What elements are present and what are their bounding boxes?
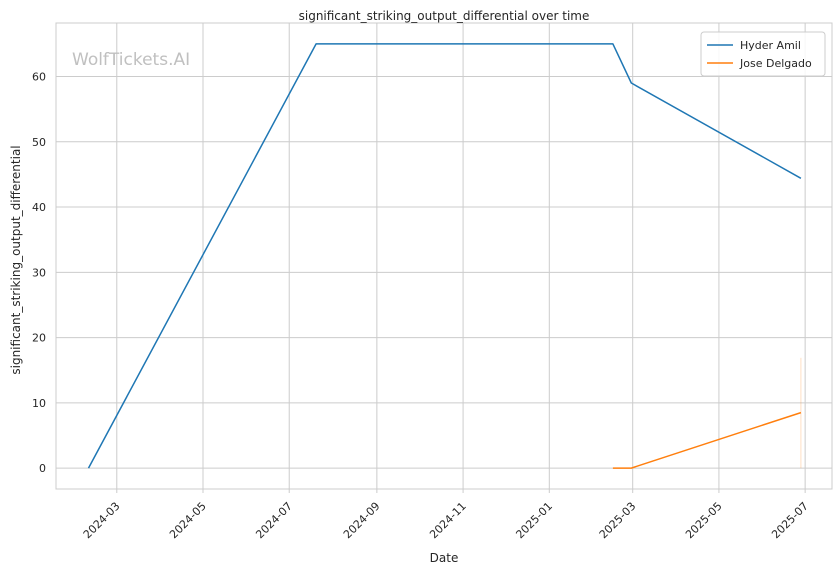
x-tick-label: 2024-05 bbox=[167, 500, 209, 542]
x-tick-label: 2024-03 bbox=[81, 500, 123, 542]
y-axis-title: significant_striking_output_differential bbox=[9, 145, 23, 374]
y-tick-label: 60 bbox=[32, 71, 46, 84]
y-tick-label: 30 bbox=[32, 266, 46, 279]
watermark: WolfTickets.AI bbox=[72, 50, 190, 70]
plot-frame bbox=[55, 22, 833, 490]
grid-lines bbox=[56, 23, 832, 489]
x-tick-label: 2025-07 bbox=[769, 500, 811, 542]
x-axis-title: Date bbox=[430, 551, 459, 565]
legend-box bbox=[700, 31, 826, 77]
legend: Hyder Amil Jose Delgado bbox=[700, 31, 826, 77]
series-line-2 bbox=[612, 411, 802, 469]
series-line-1 bbox=[87, 43, 802, 469]
x-tick-label: 2025-01 bbox=[513, 500, 555, 542]
x-tick-label: 2025-03 bbox=[597, 500, 639, 542]
legend-label: Jose Delgado bbox=[739, 57, 812, 70]
y-tick-label: 0 bbox=[39, 462, 46, 475]
chart-title: significant_striking_output_differential… bbox=[299, 9, 590, 23]
x-axis-ticks: 2024-03 2024-05 2024-07 2024-09 2024-11 2025-… bbox=[81, 489, 811, 541]
series-layer bbox=[87, 43, 802, 469]
y-tick-label: 10 bbox=[32, 397, 46, 410]
x-tick-label: 2024-07 bbox=[253, 500, 295, 542]
x-tick-label: 2024-09 bbox=[341, 500, 383, 542]
y-axis-ticks: 0 10 20 30 40 50 60 bbox=[32, 71, 46, 476]
y-tick-label: 50 bbox=[32, 136, 46, 149]
x-tick-label: 2024-11 bbox=[427, 500, 469, 542]
x-tick-label: 2025-05 bbox=[683, 500, 725, 542]
y-tick-label: 40 bbox=[32, 201, 46, 214]
legend-label: Hyder Amil bbox=[740, 39, 801, 52]
y-tick-label: 20 bbox=[32, 332, 46, 345]
